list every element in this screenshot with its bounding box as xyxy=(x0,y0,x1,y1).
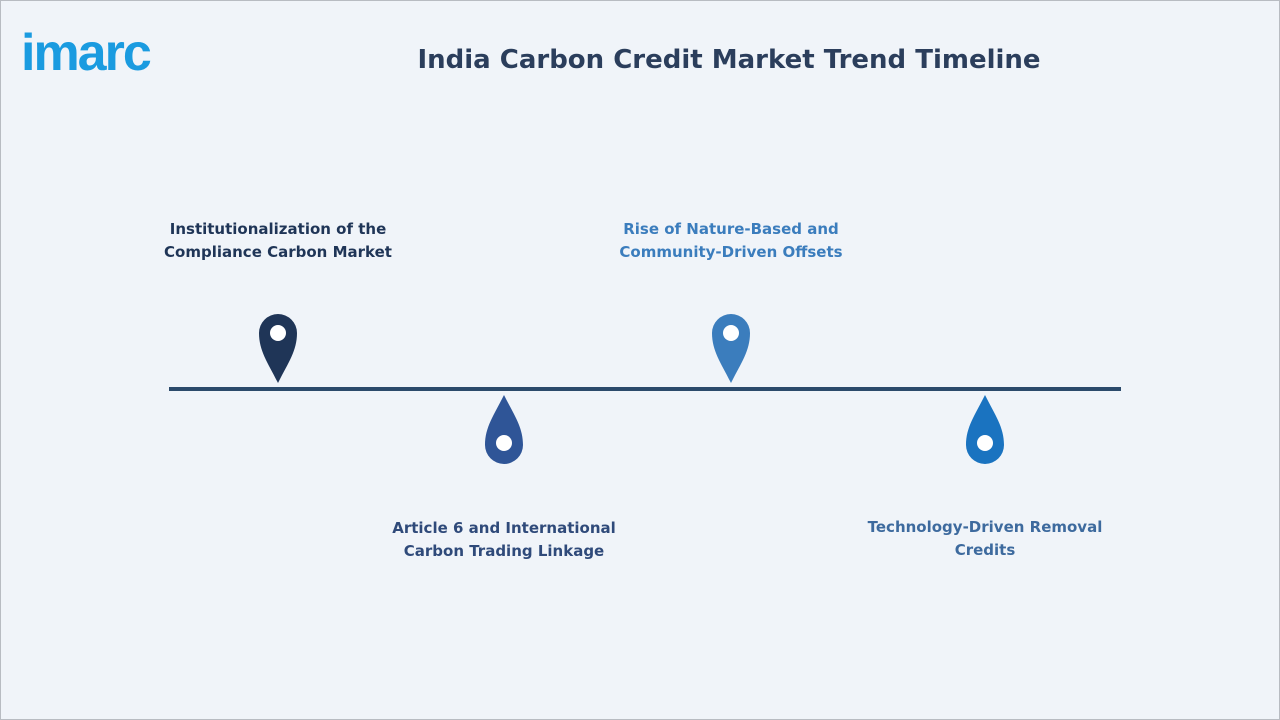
title: India Carbon Credit Market Trend Timelin… xyxy=(417,45,1041,75)
logo: imarc xyxy=(21,24,152,82)
milestone-label: Rise of Nature-Based and Community-Drive… xyxy=(619,220,843,261)
milestone-label: Institutionalization of the Compliance C… xyxy=(164,220,392,261)
milestone-label: Technology-Driven Removal Credits xyxy=(867,518,1103,559)
milestone-label: Article 6 and International Carbon Tradi… xyxy=(392,519,616,560)
